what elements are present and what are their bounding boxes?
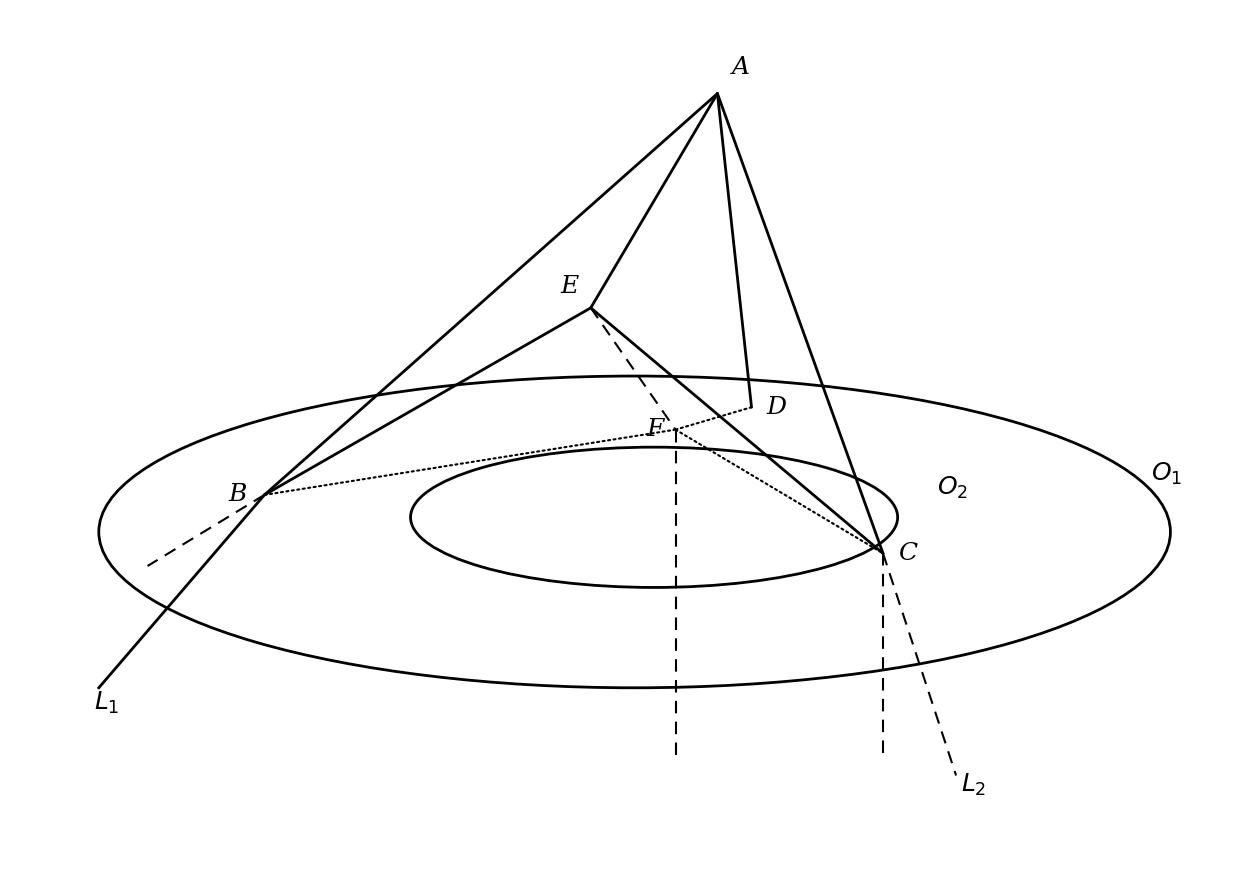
- Text: C: C: [898, 542, 916, 565]
- Text: $L_2$: $L_2$: [961, 773, 986, 799]
- Text: $O_2$: $O_2$: [936, 475, 967, 501]
- Text: B: B: [228, 483, 247, 507]
- Text: A: A: [732, 56, 750, 79]
- Text: F: F: [646, 418, 663, 441]
- Text: $L_1$: $L_1$: [94, 689, 119, 715]
- Text: $O_1$: $O_1$: [1151, 461, 1182, 487]
- Text: E: E: [560, 275, 579, 298]
- Text: D: D: [766, 395, 786, 419]
